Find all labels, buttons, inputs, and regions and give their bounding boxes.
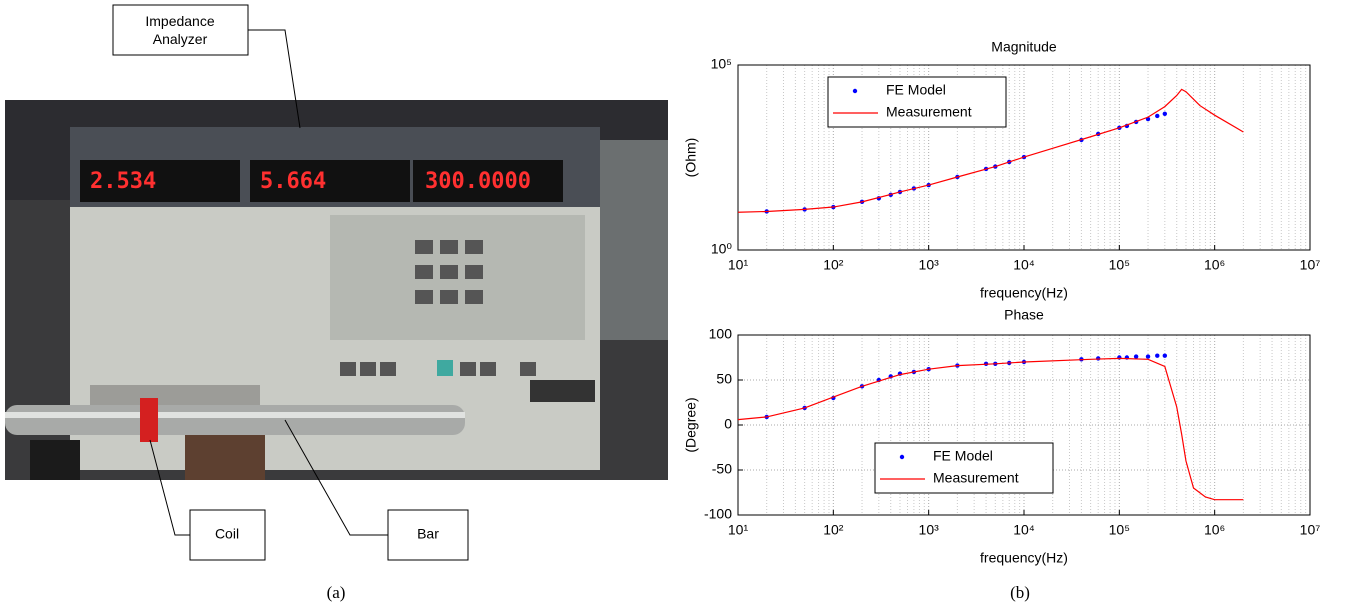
legend-box bbox=[827, 76, 1007, 128]
label-plate bbox=[530, 380, 595, 402]
y-tick-label: 10⁰ bbox=[711, 241, 733, 257]
fe-marker bbox=[1133, 354, 1139, 359]
caption: (b) bbox=[1010, 583, 1030, 602]
y-tick-label: -50 bbox=[712, 461, 732, 477]
x-tick-label: 10³ bbox=[919, 257, 940, 273]
plot-frame bbox=[737, 334, 1311, 516]
y-tick-label: 0 bbox=[724, 416, 732, 432]
key bbox=[437, 360, 453, 376]
x-tick-label: 10¹ bbox=[728, 257, 749, 273]
y-tick-label: 50 bbox=[716, 371, 732, 387]
keys bbox=[340, 240, 536, 376]
callout-box bbox=[387, 509, 469, 561]
x-tick-label: 10⁷ bbox=[1300, 257, 1321, 273]
legend-label: FE Model bbox=[933, 448, 993, 464]
x-tick-label: 10⁷ bbox=[1300, 522, 1321, 538]
callout-arrow bbox=[284, 419, 388, 536]
y-tick-label: 100 bbox=[709, 326, 733, 342]
display bbox=[413, 160, 563, 202]
chart-title: Phase bbox=[1004, 307, 1044, 323]
x-tick-label: 10⁴ bbox=[1013, 257, 1035, 273]
display bbox=[250, 160, 410, 202]
callout-label: Coil bbox=[215, 526, 239, 542]
legend-marker bbox=[899, 454, 905, 460]
fe-marker bbox=[1155, 353, 1160, 358]
callout-label: Bar bbox=[417, 526, 439, 542]
bar bbox=[5, 405, 465, 435]
x-tick-label: 10¹ bbox=[728, 522, 749, 538]
fe-marker bbox=[1095, 356, 1101, 361]
callout-arrow bbox=[248, 29, 301, 129]
x-tick-label: 10⁶ bbox=[1204, 257, 1225, 273]
fe-marker bbox=[1162, 111, 1168, 116]
callout-word: Analyzer bbox=[153, 31, 208, 47]
measurement-line bbox=[737, 88, 1244, 213]
legend-box bbox=[874, 442, 1054, 494]
coil bbox=[140, 398, 158, 442]
photo-equipment bbox=[600, 140, 668, 340]
wood-block bbox=[185, 435, 265, 480]
callout-arrow bbox=[149, 439, 190, 536]
callout-label: Impedance Analyzer bbox=[145, 13, 214, 47]
measurement-line bbox=[737, 357, 1244, 501]
x-tick-label: 10⁵ bbox=[1109, 257, 1130, 273]
legend-label: Measurement bbox=[933, 470, 1019, 486]
fe-marker bbox=[1155, 113, 1160, 119]
foam-block bbox=[30, 440, 80, 480]
x-axis-label: frequency(Hz) bbox=[980, 285, 1068, 301]
fe-marker bbox=[1162, 353, 1168, 358]
y-axis-label: (Ohm) bbox=[683, 138, 699, 178]
legend-marker bbox=[852, 88, 858, 94]
bar-highlight bbox=[5, 412, 465, 418]
x-tick-label: 10⁴ bbox=[1013, 522, 1035, 538]
callout-box bbox=[189, 509, 266, 561]
display-reading: 300.0000 bbox=[425, 169, 531, 194]
callout-box bbox=[112, 4, 249, 56]
caption: (a) bbox=[327, 583, 346, 602]
display-reading: 2.534 bbox=[90, 169, 156, 194]
legend-label: Measurement bbox=[886, 104, 972, 120]
y-tick-label: -100 bbox=[704, 506, 732, 522]
y-tick-label: 10⁵ bbox=[711, 56, 732, 72]
plot-frame bbox=[737, 64, 1311, 251]
x-tick-label: 10² bbox=[823, 522, 844, 538]
y-axis-label: (Degree) bbox=[683, 397, 699, 452]
x-tick-label: 10² bbox=[823, 257, 844, 273]
callout-word: Impedance bbox=[145, 13, 214, 29]
photo: 2.534 5.664 300.0000 bbox=[5, 100, 668, 480]
x-tick-label: 10⁵ bbox=[1109, 522, 1130, 538]
chart-title: Magnitude bbox=[991, 39, 1057, 55]
display bbox=[80, 160, 240, 202]
x-tick-label: 10³ bbox=[919, 522, 940, 538]
x-axis-label: frequency(Hz) bbox=[980, 550, 1068, 566]
legend-label: FE Model bbox=[886, 82, 946, 98]
x-tick-label: 10⁶ bbox=[1204, 522, 1225, 538]
display-reading: 5.664 bbox=[260, 169, 326, 194]
fe-marker bbox=[1145, 354, 1151, 359]
